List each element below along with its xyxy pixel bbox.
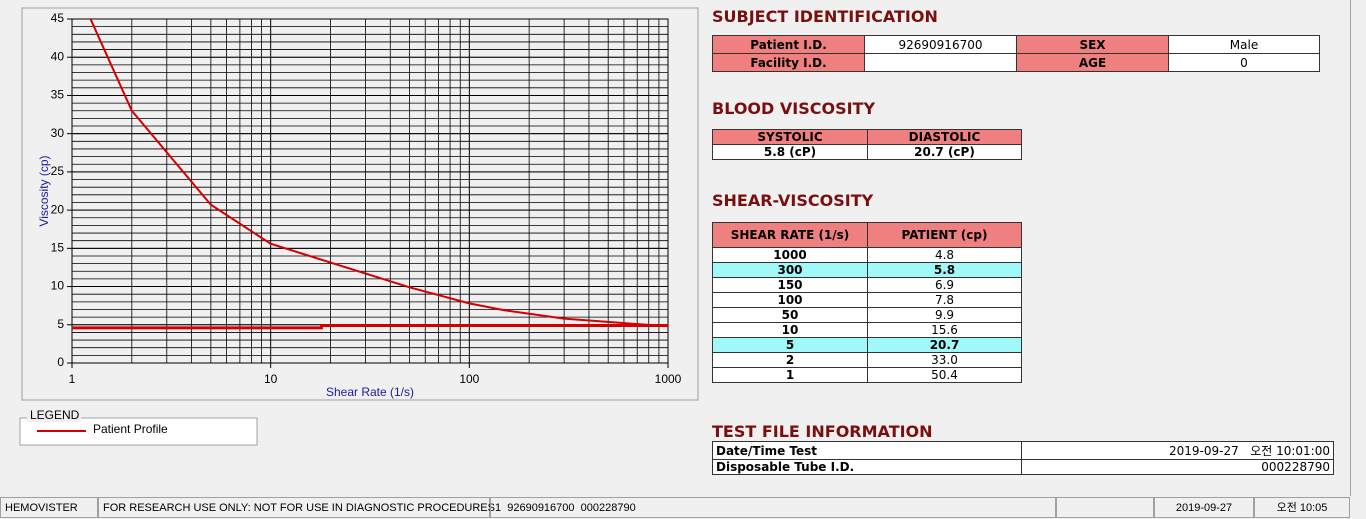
y-tick-label: 30 xyxy=(51,126,65,140)
label: AGE xyxy=(1016,53,1169,72)
test-file-table: Date/Time Test 2019-09-27 오전 10:01:00 Dis… xyxy=(712,441,1334,475)
value xyxy=(864,53,1017,72)
shear-rate: 300 xyxy=(712,262,868,278)
label: Disposable Tube I.D. xyxy=(712,459,1022,475)
value: 2019-09-27 오전 10:01:00 xyxy=(1021,441,1334,460)
label: Date/Time Test xyxy=(712,441,1022,460)
legend-title: LEGEND xyxy=(30,408,80,422)
viscosity-value: 4.8 xyxy=(867,247,1022,263)
shear-rate: 50 xyxy=(712,307,868,323)
status-cell: HEMOVISTER xyxy=(0,497,98,518)
label: Patient I.D. xyxy=(712,35,865,54)
x-tick-label: 1000 xyxy=(655,372,682,386)
viscosity-value: 9.9 xyxy=(867,307,1022,323)
shear-table: SHEAR RATE (1/s) PATIENT (cp) 1000 4.8 300 5… xyxy=(712,222,1022,383)
header: PATIENT (cp) xyxy=(867,222,1022,248)
value: Male xyxy=(1168,35,1320,54)
series-line xyxy=(72,324,668,330)
section-title: TEST FILE INFORMATION xyxy=(712,422,933,441)
shear-rate: 1000 xyxy=(712,247,868,263)
y-tick-label: 45 xyxy=(51,11,65,25)
value: 92690916700 xyxy=(864,35,1017,54)
y-tick-label: 0 xyxy=(57,355,64,369)
y-tick-label: 40 xyxy=(51,49,65,63)
status-cell xyxy=(1056,497,1154,518)
blood-viscosity-table: SYSTOLIC DIASTOLIC 5.8 (cP) 20.7 (cP) xyxy=(712,129,1022,160)
plot-area xyxy=(71,18,669,364)
viscosity-value: 15.6 xyxy=(867,322,1022,338)
shear-rate: 150 xyxy=(712,277,868,293)
x-axis-label: Shear Rate (1/s) xyxy=(326,385,414,399)
label: Facility I.D. xyxy=(712,53,865,72)
legend-title-bg xyxy=(27,410,81,422)
shear-rate: 100 xyxy=(712,292,868,308)
shear-rate: 1 xyxy=(712,367,868,383)
viscosity-value: 5.8 xyxy=(867,262,1022,278)
legend-entry: Patient Profile xyxy=(93,422,168,436)
header: DIASTOLIC xyxy=(867,129,1022,145)
x-tick-label: 10 xyxy=(264,372,278,386)
series-line xyxy=(89,19,668,328)
subject-table: Patient I.D. 92690916700 SEX Male Facility … xyxy=(712,35,1320,72)
x-tick-label: 1 xyxy=(69,372,76,386)
divider xyxy=(1350,0,1351,496)
header: SHEAR RATE (1/s) xyxy=(712,222,868,248)
y-tick-label: 10 xyxy=(51,279,65,293)
viscosity-value: 33.0 xyxy=(867,352,1022,368)
viscosity-value: 7.8 xyxy=(867,292,1022,308)
status-cell: 2019-09-27 xyxy=(1154,497,1254,518)
value: 000228790 xyxy=(1021,459,1334,475)
y-tick-label: 15 xyxy=(51,241,65,255)
shear-rate: 2 xyxy=(712,352,868,368)
y-axis-label: Viscosity (cp) xyxy=(37,155,51,226)
y-tick-label: 5 xyxy=(57,317,64,331)
status-cell: FOR RESEARCH USE ONLY: NOT FOR USE IN DI… xyxy=(98,497,495,518)
status-cell: 1 92690916700 000228790 xyxy=(490,497,1056,518)
y-tick-label: 35 xyxy=(51,88,65,102)
value: 0 xyxy=(1168,53,1320,72)
value: 5.8 (cP) xyxy=(712,144,868,160)
shear-rate: 5 xyxy=(712,337,868,353)
section-title: BLOOD VISCOSITY xyxy=(712,99,876,118)
y-tick-label: 25 xyxy=(51,164,65,178)
value: 20.7 (cP) xyxy=(867,144,1022,160)
y-tick-label: 20 xyxy=(51,202,65,216)
viscosity-value: 50.4 xyxy=(867,367,1022,383)
x-tick-label: 100 xyxy=(459,372,479,386)
viscosity-value: 20.7 xyxy=(867,337,1022,353)
section-title: SHEAR-VISCOSITY xyxy=(712,191,874,210)
label: SEX xyxy=(1016,35,1169,54)
status-cell: 오전 10:05 xyxy=(1254,497,1350,518)
shear-rate: 10 xyxy=(712,322,868,338)
section-title: SUBJECT IDENTIFICATION xyxy=(712,7,938,26)
header: SYSTOLIC xyxy=(712,129,868,145)
viscosity-value: 6.9 xyxy=(867,277,1022,293)
chart: LEGEND Shear Rate (1/s) Viscosity (cp) 0… xyxy=(19,7,699,446)
